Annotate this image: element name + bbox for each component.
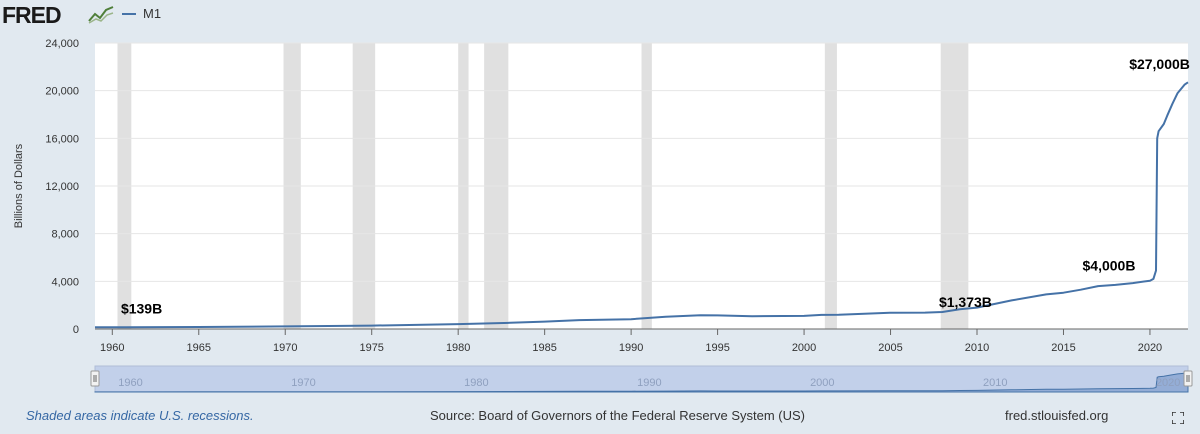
navigator-series [94,372,1189,393]
x-tick-label: 1965 [187,342,211,354]
navigator-tick-label: 1970 [291,377,315,389]
annotation-label: $27,000B [1129,56,1190,72]
fullscreen-icon[interactable] [1172,412,1184,424]
y-tick-label: 4,000 [51,276,79,288]
navigator-area [94,365,1189,393]
y-tick-label: 20,000 [45,86,79,98]
x-tick-label: 2020 [1138,342,1162,354]
graph-icon [88,6,114,24]
navigator-tick-label: 2020 [1156,377,1180,389]
x-tick-label: 2015 [1051,342,1075,354]
navigator-tick-label: 1980 [464,377,488,389]
navigator-tick-label: 2000 [810,377,834,389]
recession-note[interactable]: Shaded areas indicate U.S. recessions. [26,408,254,423]
y-axis-label: Billions of Dollars [13,143,25,228]
x-tick-label: 1970 [273,342,297,354]
legend-swatch [122,13,136,15]
y-tick-label: 0 [73,324,79,336]
navigator-handle-right[interactable] [1183,370,1193,387]
x-tick-label: 1960 [100,342,124,354]
header: FRED M1 [0,0,400,30]
navigator-tick-label: 1990 [637,377,661,389]
x-tick-label: 2005 [878,342,902,354]
x-tick-label: 2000 [792,342,816,354]
x-tick-label: 1975 [359,342,383,354]
annotation-label: $139B [121,301,162,317]
annotation-label: $4,000B [1083,258,1136,274]
series-line-m1 [95,81,1189,329]
x-tick-label: 2010 [965,342,989,354]
y-tick-label: 12,000 [45,181,79,193]
y-tick-label: 16,000 [45,133,79,145]
annotation-label: $1,373B [939,294,992,310]
fred-logo[interactable]: FRED [2,2,62,28]
chart: 0 4,000 8,000 12,000 16,000 20,000 24,000 1960 1… [13,38,1193,393]
x-tick-label: 1980 [446,342,470,354]
y-tick-label: 24,000 [45,38,79,50]
x-tick-label: 1995 [705,342,729,354]
y-tick-label: 8,000 [51,229,79,241]
navigator-tick-label: 2010 [983,377,1007,389]
navigator-handle-left[interactable] [90,370,100,387]
navigator-tick-label: 1960 [118,377,142,389]
x-tick-label: 1990 [619,342,643,354]
source-text: Source: Board of Governors of the Federa… [430,408,805,423]
x-tick-label: 1985 [532,342,556,354]
site-link[interactable]: fred.stlouisfed.org [1005,408,1109,423]
legend-label-m1: M1 [143,6,162,21]
